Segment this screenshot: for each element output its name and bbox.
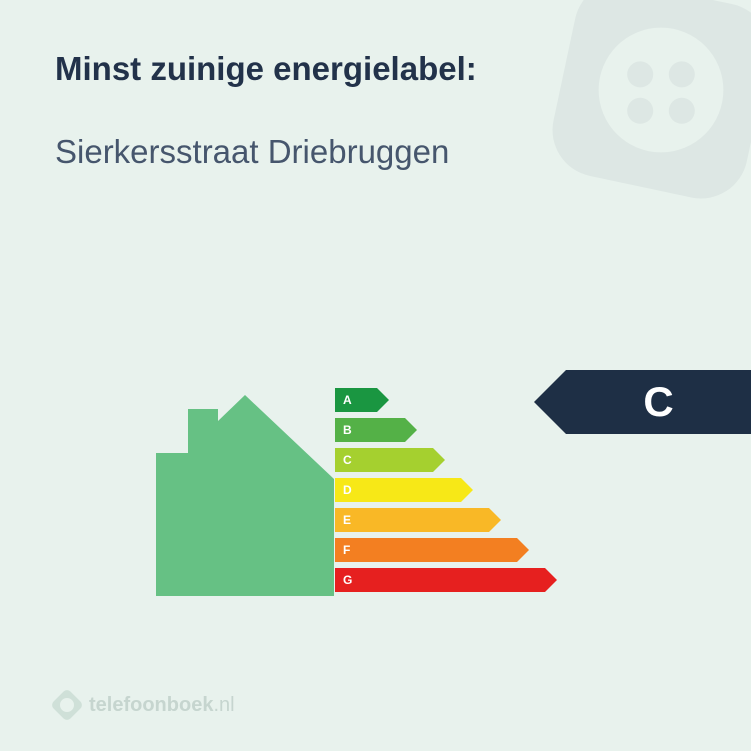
footer-brand-name: telefoonboek bbox=[89, 694, 213, 716]
energy-bar-label: G bbox=[343, 573, 352, 587]
card-subtitle: Sierkersstraat Driebruggen bbox=[55, 133, 696, 171]
energy-bar-label: C bbox=[343, 453, 352, 467]
energy-bar-d: D bbox=[335, 475, 545, 505]
energy-bar-f: F bbox=[335, 535, 545, 565]
energy-bar-label: B bbox=[343, 423, 352, 437]
energy-bar-label: E bbox=[343, 513, 351, 527]
footer: telefoonboek.nl bbox=[55, 693, 235, 717]
energy-bar-b: B bbox=[335, 415, 545, 445]
footer-logo-icon bbox=[50, 688, 84, 722]
energy-bar-arrow: A bbox=[335, 388, 377, 412]
house-icon bbox=[156, 381, 334, 596]
energy-bar-label: F bbox=[343, 543, 350, 557]
energy-bars: A B C D E F G bbox=[335, 385, 545, 595]
house-shape bbox=[156, 395, 334, 596]
energy-bar-arrow: G bbox=[335, 568, 545, 592]
energy-bar-arrow: E bbox=[335, 508, 489, 532]
energy-callout: C bbox=[566, 370, 751, 434]
energy-bar-arrow: C bbox=[335, 448, 433, 472]
energy-bar-c: C bbox=[335, 445, 545, 475]
energy-bar-a: A bbox=[335, 385, 545, 415]
footer-brand: telefoonboek.nl bbox=[89, 694, 235, 717]
energy-bar-g: G bbox=[335, 565, 545, 595]
card-content: Minst zuinige energielabel: Sierkersstra… bbox=[0, 0, 751, 751]
energy-bar-label: D bbox=[343, 483, 352, 497]
energy-bar-arrow: F bbox=[335, 538, 517, 562]
energy-bar-arrow: B bbox=[335, 418, 405, 442]
energy-bar-arrow: D bbox=[335, 478, 461, 502]
card-title: Minst zuinige energielabel: bbox=[55, 50, 696, 88]
energy-label-chart: A B C D E F G C bbox=[0, 365, 751, 615]
footer-brand-tld: .nl bbox=[213, 694, 234, 716]
energy-bar-label: A bbox=[343, 393, 352, 407]
energy-bar-e: E bbox=[335, 505, 545, 535]
energy-callout-letter: C bbox=[643, 378, 673, 426]
